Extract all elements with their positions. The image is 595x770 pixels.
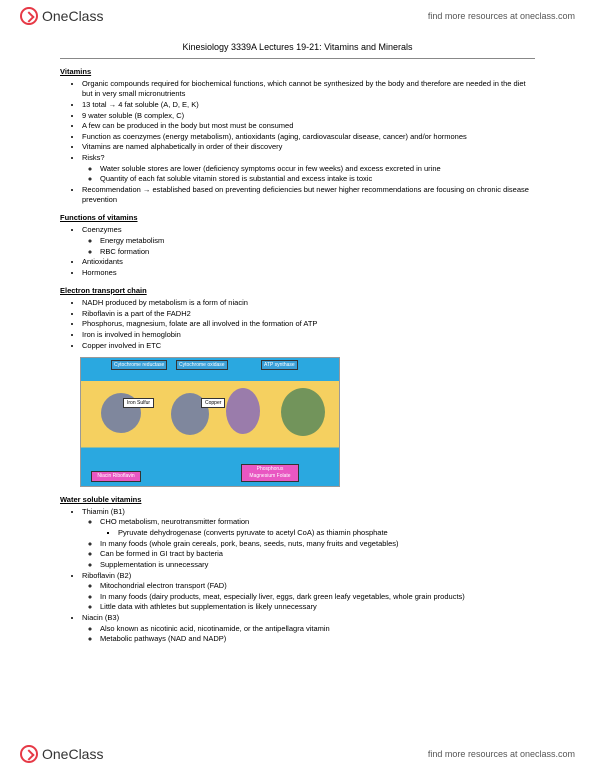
etc-list: NADH produced by metabolism is a form of… [60, 298, 535, 351]
list-item: Iron is involved in hemoglobin [82, 330, 535, 340]
footer: OneClass find more resources at oneclass… [0, 738, 595, 770]
tagline[interactable]: find more resources at oneclass.com [428, 11, 575, 21]
coenzymes-label: Coenzymes [82, 225, 122, 234]
list-item: Hormones [82, 268, 535, 278]
water-head: Water soluble vitamins [60, 495, 535, 505]
list-item: Metabolic pathways (NAD and NADP) [100, 634, 535, 644]
logo-icon [20, 745, 38, 763]
list-item: Pyruvate dehydrogenase (converts pyruvat… [118, 528, 535, 538]
diagram-copper: Copper [201, 398, 225, 409]
list-item: In many foods (whole grain cereals, pork… [100, 539, 535, 549]
logo-icon [20, 7, 38, 25]
list-item: Riboflavin (B2) Mitochondrial electron t… [82, 571, 535, 613]
list-item: 13 total → 4 fat soluble (A, D, E, K) [82, 100, 535, 110]
list-item: 9 water soluble (B complex, C) [82, 111, 535, 121]
list-item: Supplementation is unnecessary [100, 560, 535, 570]
functions-head: Functions of vitamins [60, 213, 535, 223]
etc-head: Electron transport chain [60, 286, 535, 296]
list-item: NADH produced by metabolism is a form of… [82, 298, 535, 308]
list-item: Little data with athletes but supplement… [100, 602, 535, 612]
list-item: Energy metabolism [100, 236, 535, 246]
list-item: Vitamins are named alphabetically in ord… [82, 142, 535, 152]
list-item: Can be formed in GI tract by bacteria [100, 549, 535, 559]
brand-text: OneClass [42, 8, 103, 24]
list-item: A few can be produced in the body but mo… [82, 121, 535, 131]
header: OneClass find more resources at oneclass… [0, 0, 595, 32]
diagram-label: ATP synthase [261, 360, 298, 371]
divider [60, 58, 535, 59]
diagram-label: Cytochrome oxidase [176, 360, 228, 371]
riboflavin-label: Riboflavin (B2) [82, 571, 131, 580]
water-list: Thiamin (B1) CHO metabolism, neurotransm… [60, 507, 535, 645]
diagram-label: Cytochrome reductase [111, 360, 167, 371]
page-title: Kinesiology 3339A Lectures 19-21: Vitami… [0, 42, 595, 52]
list-item: Copper involved in ETC [82, 341, 535, 351]
list-item: Recommendation → established based on pr… [82, 185, 535, 205]
vitamins-head: Vitamins [60, 67, 535, 77]
list-item: CHO metabolism, neurotransmitter formati… [100, 517, 535, 538]
list-item: Quantity of each fat soluble vitamin sto… [100, 174, 535, 184]
list-item: Mitochondrial electron transport (FAD) [100, 581, 535, 591]
vitamins-list: Organic compounds required for biochemic… [60, 79, 535, 205]
list-item: Risks? Water soluble stores are lower (d… [82, 153, 535, 184]
list-item: Organic compounds required for biochemic… [82, 79, 535, 99]
list-item: Riboflavin is a part of the FADH2 [82, 309, 535, 319]
list-item: RBC formation [100, 247, 535, 257]
list-item: Coenzymes Energy metabolism RBC formatio… [82, 225, 535, 256]
content: Vitamins Organic compounds required for … [0, 67, 595, 685]
list-item: Also known as nicotinic acid, nicotinami… [100, 624, 535, 634]
list-item: Thiamin (B1) CHO metabolism, neurotransm… [82, 507, 535, 570]
list-item: In many foods (dairy products, meat, esp… [100, 592, 535, 602]
diagram-iron: Iron Sulfur [123, 398, 154, 409]
diagram-phos: Phosphorus Magnesium Folate [241, 464, 299, 482]
diagram-niacin: Niacin Riboflavin [91, 471, 141, 482]
list-item: Water soluble stores are lower (deficien… [100, 164, 535, 174]
etc-diagram: Cytochrome reductase Cytochrome oxidase … [80, 357, 340, 487]
thiamin-label: Thiamin (B1) [82, 507, 125, 516]
niacin-label: Niacin (B3) [82, 613, 119, 622]
cho-label: CHO metabolism, neurotransmitter formati… [100, 517, 249, 526]
brand-text: OneClass [42, 746, 103, 762]
list-item: Antioxidants [82, 257, 535, 267]
risks-label: Risks? [82, 153, 105, 162]
logo-footer: OneClass [20, 745, 103, 763]
functions-list: Coenzymes Energy metabolism RBC formatio… [60, 225, 535, 278]
tagline-footer[interactable]: find more resources at oneclass.com [428, 749, 575, 759]
logo: OneClass [20, 7, 103, 25]
list-item: Function as coenzymes (energy metabolism… [82, 132, 535, 142]
list-item: Phosphorus, magnesium, folate are all in… [82, 319, 535, 329]
list-item: Niacin (B3) Also known as nicotinic acid… [82, 613, 535, 644]
